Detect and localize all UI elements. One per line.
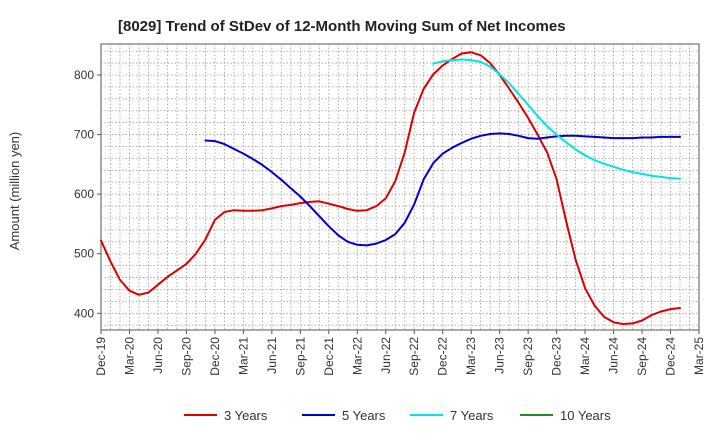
- x-axis-ticks: Dec-19 Mar-20 Jun-20 Sep-20 Dec-20 Mar-21 Jun-…: [94, 330, 706, 376]
- series-line-5-years: [204, 132, 681, 247]
- x-tick-label: Sep-23: [521, 337, 535, 376]
- y-tick-label: 600: [74, 187, 94, 201]
- x-tick-label: Jun-23: [493, 337, 507, 374]
- x-tick-label: Jun-24: [607, 337, 621, 374]
- y-tick-label: 400: [74, 306, 94, 320]
- grid: [101, 44, 699, 330]
- y-axis-label: Amount (million yen): [7, 132, 22, 251]
- series-line-3-years: [100, 51, 681, 325]
- x-tick-label: Dec-19: [94, 337, 108, 376]
- x-tick-label: Jun-20: [151, 337, 165, 374]
- x-tick-label: Mar-25: [692, 337, 706, 375]
- x-tick-label: Mar-24: [578, 337, 592, 375]
- x-tick-label: Dec-23: [550, 337, 564, 376]
- x-tick-label: Jun-21: [265, 337, 279, 374]
- x-tick-label: Sep-24: [635, 337, 649, 376]
- chart-title: [8029] Trend of StDev of 12-Month Moving…: [118, 18, 566, 35]
- x-tick-label: Mar-22: [350, 337, 364, 375]
- x-tick-label: Mar-20: [122, 337, 136, 375]
- x-tick-label: Dec-20: [208, 337, 222, 376]
- legend-label: 3 Years: [224, 408, 268, 423]
- x-tick-label: Dec-24: [664, 337, 678, 376]
- x-tick-label: Mar-23: [464, 337, 478, 375]
- legend-label: 10 Years: [560, 408, 611, 423]
- x-tick-label: Dec-22: [436, 337, 450, 376]
- x-tick-label: Sep-21: [293, 337, 307, 376]
- x-tick-label: Dec-21: [322, 337, 336, 376]
- y-tick-label: 800: [74, 68, 94, 82]
- legend-label: 7 Years: [450, 408, 494, 423]
- series-lines: [100, 51, 681, 325]
- x-tick-label: Jun-22: [379, 337, 393, 374]
- series-line-7-years: [432, 58, 681, 180]
- y-tick-label: 700: [74, 128, 94, 142]
- legend-label: 5 Years: [342, 408, 386, 423]
- legend: 3 Years 5 Years 7 Years 10 Years: [184, 408, 611, 423]
- plot-area: [100, 43, 700, 331]
- x-tick-label: Sep-20: [179, 337, 193, 376]
- y-axis-ticks: 400 500 600 700 800: [74, 68, 101, 320]
- x-tick-label: Sep-22: [407, 337, 421, 376]
- y-tick-label: 500: [74, 247, 94, 261]
- x-tick-label: Mar-21: [236, 337, 250, 375]
